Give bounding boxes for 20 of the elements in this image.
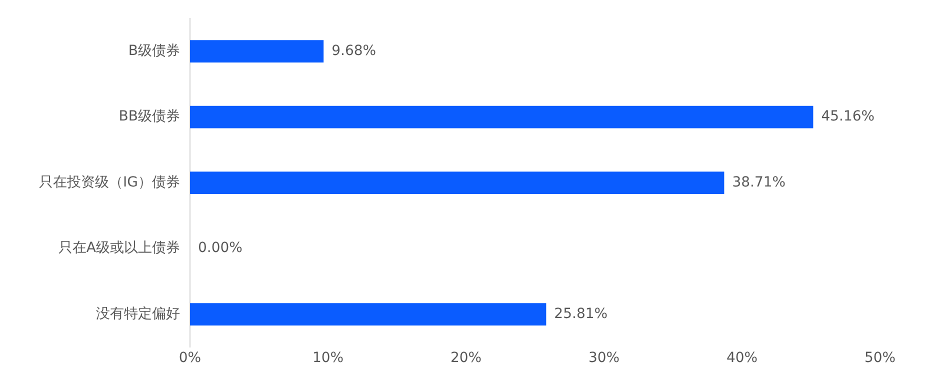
bar [190,303,546,326]
bar [190,172,724,194]
data-label: 38.71% [732,174,786,190]
x-tick-label: 10% [312,350,344,366]
y-tick-label: 只在投资级（IG）债券 [39,174,180,190]
x-tick-label: 30% [588,350,620,366]
y-tick-label: BB级债券 [118,108,180,125]
data-label: 45.16% [821,108,875,125]
bar [190,106,814,128]
data-label: 0.00% [198,240,242,256]
data-label: 9.68% [332,42,376,59]
x-tick-label: 40% [726,350,758,366]
x-tick-label: 20% [450,350,482,366]
data-label: 25.81% [554,306,608,322]
y-tick-label: 只在A级或以上债券 [58,240,180,256]
y-tick-label: B级债券 [128,42,180,59]
x-tick-label: 0% [178,350,202,366]
x-tick-label: 50% [864,350,896,366]
bar [190,40,324,62]
y-tick-label: 没有特定偏好 [96,306,180,322]
